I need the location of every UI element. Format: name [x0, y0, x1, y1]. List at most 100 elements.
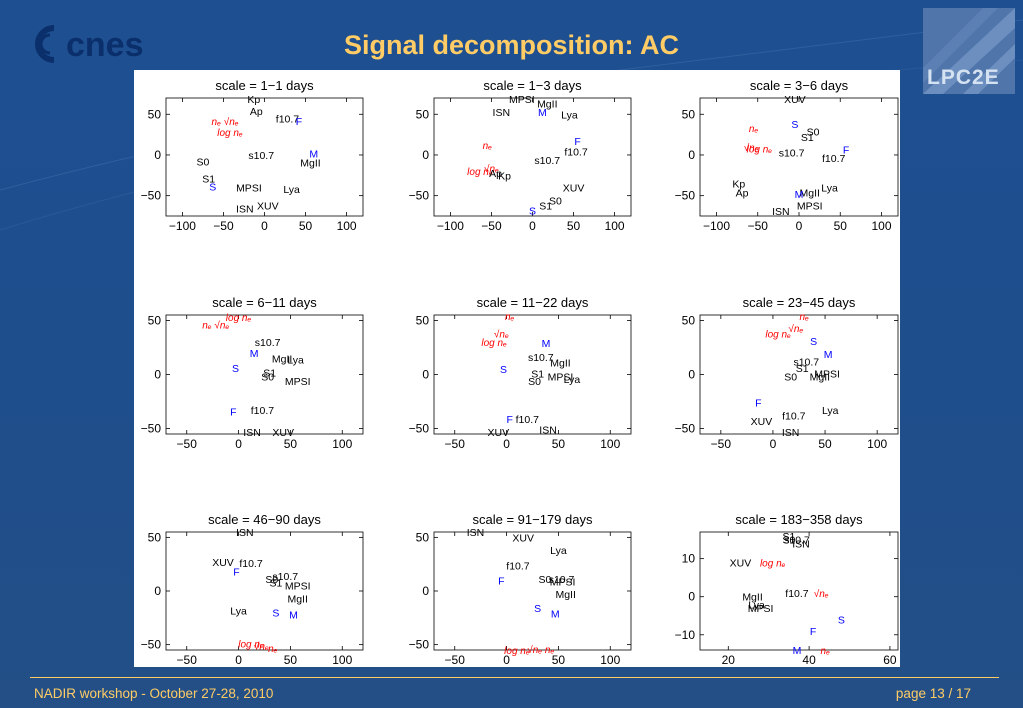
- point-label: MgII: [550, 358, 570, 370]
- point-label: ISN: [236, 527, 254, 539]
- point-label: nₑ: [505, 312, 515, 323]
- plot-frame: [699, 97, 899, 217]
- point-label: F: [233, 567, 239, 579]
- point-label: Lya: [821, 183, 838, 195]
- point-label: f10.7: [251, 405, 275, 417]
- point-label: ISN: [236, 204, 254, 216]
- point-label: f10.7: [506, 560, 530, 572]
- y-tick-label: 0: [688, 368, 695, 382]
- point-label: s10.7: [793, 357, 819, 369]
- plot-title: scale = 1−3 days: [483, 78, 582, 93]
- point-label: S1: [269, 577, 282, 589]
- x-tick-label: 100: [600, 437, 620, 451]
- point-label: √nₑ: [788, 323, 803, 335]
- scatter-panel-7: scale = 46−90 days −50 0 50 100 −50 0 50 ISN XUV f…: [141, 512, 364, 667]
- point-label: log nₑ: [747, 144, 773, 155]
- point-label: s10.7: [784, 535, 810, 547]
- point-label: s10.7: [549, 574, 575, 586]
- point-label: nₑ: [749, 124, 759, 135]
- y-tick-label: 50: [148, 313, 162, 327]
- point-label: XUV: [563, 183, 585, 195]
- point-label: S: [838, 615, 845, 627]
- x-tick-label: 0: [796, 219, 803, 233]
- plot-title: scale = 3−6 days: [750, 78, 849, 93]
- point-label: s10.7: [534, 155, 560, 167]
- y-tick-label: 50: [682, 313, 696, 327]
- point-label: ISN: [493, 107, 511, 119]
- plot-frame: [433, 531, 632, 651]
- x-tick-label: −50: [711, 437, 732, 451]
- point-label: f10.7: [782, 411, 806, 423]
- plot-title: scale = 46−90 days: [208, 512, 321, 527]
- point-label: MgII: [555, 589, 575, 601]
- x-tick-label: 0: [235, 653, 242, 667]
- y-tick-label: −50: [409, 638, 430, 652]
- x-tick-label: 20: [722, 653, 736, 667]
- scatter-grid: scale = 1−1 days−100 −50 0 50 100−50050KpApf…: [141, 78, 899, 667]
- point-label: log nₑ: [238, 640, 264, 651]
- point-label: f10.7: [564, 147, 588, 159]
- figure-panel: scale = 1−1 days −100 −50 0 50 100 −50 0 50 Kp Ap f…: [134, 70, 900, 667]
- y-tick-label: −50: [141, 189, 162, 203]
- point-label: F: [230, 406, 236, 418]
- x-tick-label: 0: [261, 219, 268, 233]
- plot-title: scale = 6−11 days: [212, 295, 317, 310]
- point-label: S: [529, 205, 536, 217]
- point-label: nₑ: [821, 646, 831, 657]
- point-label: F: [574, 136, 580, 148]
- x-tick-label: 0: [529, 219, 536, 233]
- point-label: XUV: [257, 200, 279, 212]
- point-label: F: [296, 116, 302, 128]
- x-tick-label: −50: [177, 437, 198, 451]
- point-label: MPSI: [550, 576, 576, 588]
- point-label: log nₑ: [481, 338, 507, 349]
- footer-divider: [30, 677, 999, 678]
- x-tick-label: −50: [481, 219, 502, 233]
- x-tick-label: 100: [332, 437, 352, 451]
- point-label: S0: [265, 574, 278, 586]
- point-label: S1: [263, 367, 276, 379]
- point-label: XUV: [730, 557, 752, 569]
- point-label: log nₑ: [226, 313, 252, 324]
- cnes-logo: cnes: [30, 22, 190, 71]
- point-label: S: [272, 607, 279, 619]
- point-label: S: [209, 182, 216, 194]
- point-label: Ap: [489, 168, 502, 180]
- x-tick-label: 0: [503, 653, 510, 667]
- point-label: √nₑ: [744, 142, 759, 154]
- footer-page-number: page 13 / 17: [895, 686, 971, 701]
- slide-title: Signal decomposition: AC: [343, 30, 679, 60]
- scatter-panel-3: scale = 3−6 days −100 −50 0 50 100 −50 0 50 XUV Sn…: [675, 78, 899, 233]
- point-label: XUV: [487, 427, 509, 439]
- scatter-panel-8: scale = 91−179 days −50 0 50 100 −50 0 50 ISN XUV…: [409, 512, 632, 667]
- point-label: F: [506, 414, 512, 426]
- scatter-panel-2: scale = 1−3 days −100 −50 0 50 100 −50 0 50 MPSI M…: [409, 78, 632, 233]
- point-label: nₑ √nₑ: [212, 116, 239, 128]
- point-label: Kp: [247, 94, 260, 106]
- x-tick-label: 0: [503, 437, 510, 451]
- plot-frame: [165, 531, 364, 651]
- point-label: √nₑ: [254, 641, 269, 653]
- point-label: Kp: [732, 178, 745, 190]
- point-label: MgII: [742, 592, 762, 604]
- x-tick-label: −50: [177, 653, 198, 667]
- point-label: s10.7: [528, 352, 554, 364]
- y-tick-label: 50: [416, 107, 430, 121]
- y-tick-label: −50: [675, 422, 696, 436]
- point-label: Ap: [736, 187, 749, 199]
- point-label: S: [791, 119, 798, 131]
- point-label: log nₑ: [765, 329, 791, 340]
- y-tick-label: −50: [141, 422, 162, 436]
- scatter-panel-6: scale = 23−45 days −50 0 50 100 −50 0 50 nₑ√nₑlo…: [675, 295, 899, 451]
- plot-title: scale = 23−45 days: [743, 295, 856, 310]
- point-label: MPSI: [748, 603, 774, 615]
- point-label: S1: [801, 132, 814, 144]
- x-tick-label: 100: [867, 437, 887, 451]
- point-label: MgII: [287, 594, 307, 606]
- scatter-panel-4: scale = 6−11 days −50 0 50 100 −50 0 50 log nₑnₑ…: [141, 295, 364, 451]
- point-label: M: [538, 107, 547, 119]
- point-label: nₑ: [483, 141, 493, 152]
- y-tick-label: 50: [148, 530, 162, 544]
- point-label: MPSI: [548, 372, 574, 384]
